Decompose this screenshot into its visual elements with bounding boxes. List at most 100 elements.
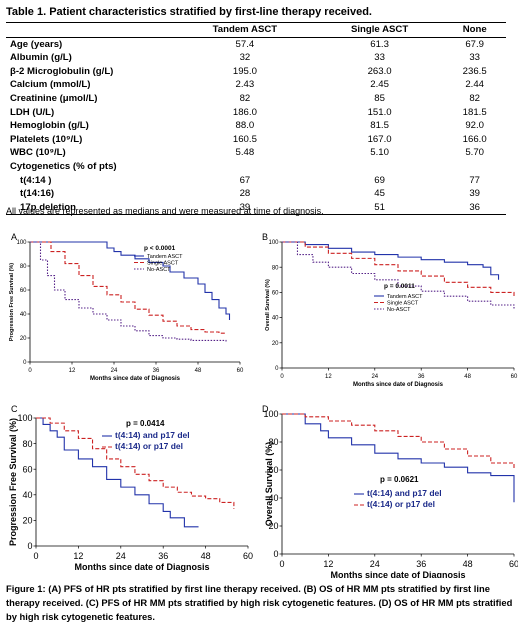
x-tick-label: 48	[464, 374, 471, 380]
series-line	[282, 241, 515, 298]
p-value-label: p = 0.0414	[126, 419, 165, 428]
x-axis-label: Months since date of Diagnosis	[353, 382, 444, 388]
panel-letter: D	[262, 404, 269, 414]
figure-caption: Figure 1: (A) PFS of HR pts stratified b…	[6, 583, 513, 622]
x-tick-label: 0	[280, 374, 284, 380]
x-tick-label: 12	[325, 374, 332, 380]
table-cell: 151.0	[367, 106, 392, 118]
x-tick-label: 0	[279, 559, 284, 569]
x-tick-label: 36	[153, 368, 160, 374]
series-line	[282, 413, 515, 503]
y-tick-label: 80	[268, 437, 278, 447]
table-row: 17p deletion 39 51 36	[6, 200, 506, 216]
row-label: Creatinine (μmol/L)	[10, 92, 98, 104]
y-tick-label: 40	[20, 312, 27, 318]
panel-letter: A	[11, 232, 17, 242]
row-label: t(14:16)	[20, 188, 55, 200]
row-label: Calcium (mmol/L)	[10, 79, 91, 91]
table-cell: 181.5	[462, 106, 487, 118]
table-cell: 2.45	[370, 79, 389, 91]
table-header-cell: Tandem ASCT	[174, 22, 316, 38]
x-tick-label: 48	[195, 368, 202, 374]
table-cell: 67.9	[465, 38, 485, 50]
y-axis-label: Overall Survival (%)	[265, 279, 271, 331]
y-tick-label: 80	[22, 439, 32, 449]
y-tick-label: 60	[22, 464, 32, 474]
y-tick-label: 100	[268, 240, 279, 246]
table-cell: 5.70	[465, 147, 485, 159]
table-cell: 2.44	[465, 79, 485, 91]
legend-label: Tandem ASCT	[147, 254, 183, 260]
panel-letter: C	[11, 404, 18, 414]
table-row: LDH (U/L) 186.0 151.0 181.5	[6, 106, 506, 120]
patient-characteristics-table: Tandem ASCT Single ASCT None Age (years)…	[6, 22, 506, 216]
row-label: Age (years)	[10, 38, 63, 50]
legend-label: Single ASCT	[147, 261, 179, 267]
series-line	[282, 241, 515, 311]
table-cell: 33	[469, 52, 481, 64]
y-tick-label: 80	[20, 264, 27, 270]
y-tick-label: 60	[268, 465, 278, 475]
table-cell: 32	[239, 52, 251, 64]
y-tick-label: 0	[23, 360, 27, 366]
p-value-label: p = 0.0011	[384, 283, 415, 290]
table-title: Table 1. Patient characteristics stratif…	[6, 6, 372, 18]
table-row: Creatinine (μmol/L) 82 85 82	[6, 92, 506, 106]
series-line	[282, 413, 515, 470]
chart-panel-d: D 0 12 24 36 48 60 0 20 40 60 80 100 Months since dat…	[262, 404, 518, 578]
table-cell: 263.0	[367, 65, 392, 77]
table-cell: 160.5	[232, 133, 257, 145]
table-cell: 61.3	[370, 38, 389, 50]
chart-panel-a: A 0 12 24 36 48 60 0 20 40 60 80 100 Months since dat…	[9, 232, 244, 382]
table-row: t(14:16) 28 45 39	[6, 187, 506, 201]
x-tick-label: 24	[116, 551, 126, 561]
y-axis-label: Progression Free Survival (%)	[9, 263, 15, 341]
table-cell: 67	[239, 174, 251, 186]
table-note: All values are represented as medians an…	[6, 206, 324, 216]
row-label: LDH (U/L)	[10, 106, 55, 118]
series-line	[30, 241, 227, 342]
series-line	[36, 417, 235, 509]
x-tick-label: 24	[111, 368, 118, 374]
x-tick-label: 12	[73, 551, 83, 561]
table-cell: 5.48	[235, 147, 255, 159]
table-header-row: Tandem ASCT Single ASCT None	[6, 22, 506, 38]
table-cell: 166.0	[462, 133, 487, 145]
table-cell: 28	[239, 188, 251, 200]
table-cell: 45	[374, 188, 385, 200]
x-tick-label: 48	[463, 559, 473, 569]
x-tick-label: 12	[323, 559, 333, 569]
series-line	[282, 241, 500, 280]
row-label: WBC (10⁹/L)	[10, 147, 66, 159]
y-tick-label: 40	[272, 316, 279, 322]
y-axis-label: Overall Survival (%)	[264, 442, 274, 527]
table-cell: 51	[315, 200, 444, 216]
legend-label: t(4:14) or p17 del	[115, 441, 183, 451]
chart-panel-c: C 0 12 24 36 48 60 0 20 40 60 80 100 Months since dat…	[8, 404, 253, 572]
y-tick-label: 20	[272, 341, 279, 347]
y-tick-label: 20	[20, 336, 27, 342]
y-tick-label: 60	[272, 291, 279, 297]
table-row: Platelets (10⁹/L) 160.5 167.0 166.0	[6, 133, 506, 147]
x-tick-label: 24	[370, 559, 380, 569]
table-header-cell: None	[443, 22, 506, 38]
table-row: Age (years) 57.4 61.3 67.9	[6, 37, 506, 51]
table-cell: 5.10	[370, 147, 389, 159]
y-tick-label: 40	[22, 490, 32, 500]
table-cell: 77	[469, 174, 481, 186]
x-axis-label: Months since date of Diagnosis	[330, 570, 465, 578]
y-tick-label: 0	[27, 541, 32, 551]
table-cell: 88.0	[235, 120, 255, 132]
table-row: Hemoglobin (g/L) 88.0 81.5 92.0	[6, 119, 506, 133]
legend-label: Single ASCT	[387, 301, 419, 307]
y-tick-label: 60	[20, 288, 27, 294]
table-cell: 85	[374, 92, 385, 104]
table-cell: 236.5	[462, 65, 487, 77]
table-header-cell: Single ASCT	[315, 22, 444, 38]
panel-letter: B	[262, 232, 268, 242]
y-tick-label: 0	[273, 549, 278, 559]
table-row: Cytogenetics (% of pts)	[6, 160, 506, 174]
table-header-blank	[6, 22, 174, 38]
table-cell: 57.4	[235, 38, 255, 50]
x-tick-label: 60	[243, 551, 253, 561]
